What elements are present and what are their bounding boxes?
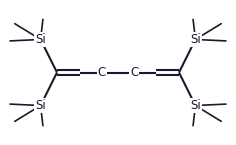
Text: Si: Si — [35, 33, 46, 46]
Text: C: C — [130, 66, 139, 79]
Text: C: C — [97, 66, 106, 79]
Text: Si: Si — [190, 33, 201, 46]
Text: Si: Si — [190, 99, 201, 112]
Text: Si: Si — [35, 99, 46, 112]
